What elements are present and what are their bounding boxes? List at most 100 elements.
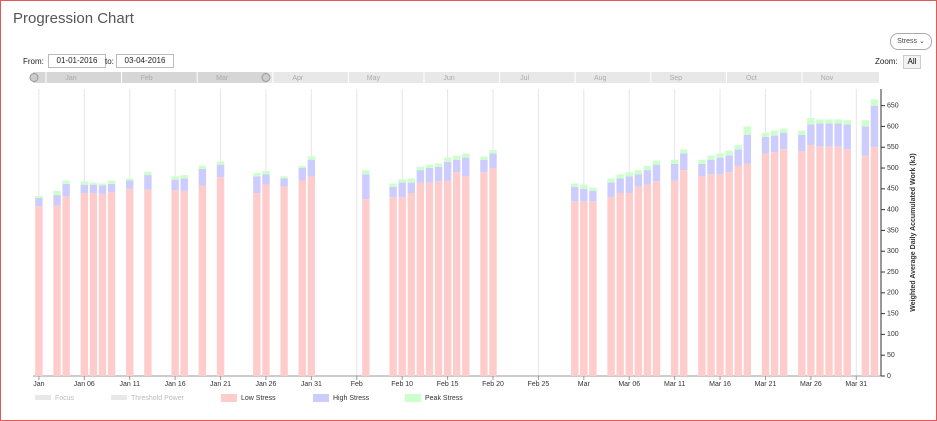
x-tick-label: Mar 26 (800, 381, 822, 388)
bar-segment (716, 157, 724, 175)
bar-segment (870, 147, 879, 376)
bar-segment (89, 182, 98, 185)
x-tick-label: Jan 21 (210, 381, 231, 388)
from-input[interactable]: 01-01-2016 (48, 54, 106, 68)
bar-segment (198, 165, 207, 169)
bar-segment (607, 197, 615, 376)
bar-segment (807, 118, 815, 125)
bar-segment (398, 197, 406, 376)
nav-label: Aug (594, 75, 607, 82)
bar-segment (634, 186, 643, 376)
bar-segment (607, 182, 615, 198)
bar-segment (216, 161, 225, 165)
bar-segment (807, 124, 815, 146)
bar-segment (62, 183, 70, 197)
x-tick-label: Jan 26 (255, 381, 276, 388)
x-tick-label: Jan (33, 381, 44, 388)
bar-segment (107, 183, 116, 193)
y-axis-label: Weighted Average Daily Accumulated Work … (910, 153, 917, 311)
y-tick-label: 650 (887, 102, 899, 109)
bar-segment (680, 149, 688, 154)
bar-segment (834, 146, 842, 376)
navigator-handle[interactable] (29, 73, 39, 82)
bar-segment (816, 119, 824, 124)
zoom-button[interactable]: All (903, 55, 921, 69)
bar-segment (770, 130, 779, 136)
bar-segment (580, 184, 588, 189)
bar-segment (407, 178, 415, 183)
legend-text: Threshold Power (131, 395, 185, 402)
bar-segment (452, 155, 461, 160)
nav-label: Feb (141, 75, 153, 82)
bar-segment (452, 172, 461, 376)
bar-segment (743, 163, 752, 376)
legend-swatch (405, 394, 421, 402)
bar-segment (180, 175, 188, 179)
bar-segment (761, 136, 770, 154)
bar-segment (725, 155, 733, 173)
bar-segment (407, 182, 415, 193)
y-tick-label: 50 (887, 352, 895, 359)
bar-segment (180, 178, 188, 191)
bar-segment (416, 166, 425, 171)
navigator-handle[interactable] (261, 73, 271, 82)
stress-menu[interactable]: Stress ⌄ (890, 33, 932, 50)
legend-text: Focus (55, 395, 75, 402)
bar-segment (734, 145, 742, 150)
y-tick-label: 550 (887, 144, 899, 151)
bar-segment (670, 159, 679, 164)
bar-segment (89, 184, 98, 193)
bar-segment (398, 182, 406, 198)
y-tick-label: 300 (887, 248, 899, 255)
bar-segment (80, 192, 89, 376)
bar-segment (843, 120, 851, 125)
to-input[interactable]: 03-04-2016 (116, 54, 174, 68)
bar-segment (779, 128, 788, 133)
bar-segment (861, 126, 870, 156)
bar-segment (734, 165, 742, 376)
y-tick-label: 400 (887, 206, 899, 213)
bar-segment (416, 182, 425, 376)
bar-segment (35, 197, 43, 207)
bar-segment (825, 123, 833, 147)
bar-segment (571, 186, 579, 202)
bar-segment (425, 164, 434, 169)
bar-segment (480, 159, 488, 173)
bar-segment (62, 196, 70, 376)
legend-swatch (221, 394, 237, 402)
bar-segment (652, 181, 661, 376)
bar-segment (144, 189, 152, 376)
bar-segment (870, 99, 879, 106)
bar-segment (643, 170, 652, 185)
bar-segment (298, 165, 306, 169)
x-tick-label: Jan 06 (74, 381, 95, 388)
x-tick-label: Mar 21 (755, 381, 777, 388)
bar-segment (761, 153, 770, 376)
bar-segment (798, 134, 806, 152)
zoom-label: Zoom: (875, 57, 898, 66)
bar-segment (262, 170, 270, 175)
bar-segment (616, 192, 624, 376)
y-tick-label: 250 (887, 269, 899, 276)
legend-text: Low Stress (241, 395, 276, 402)
bar-segment (643, 165, 652, 171)
bar-segment (107, 192, 116, 376)
bar-segment (843, 149, 851, 376)
bar-segment (198, 168, 207, 186)
bar-segment (171, 176, 179, 180)
bar-segment (98, 185, 107, 194)
bar-segment (180, 190, 188, 376)
bar-segment (362, 174, 370, 200)
y-tick-label: 200 (887, 290, 899, 297)
bar-segment (616, 174, 624, 179)
bar-segment (870, 105, 879, 148)
bar-segment (126, 180, 134, 189)
nav-label: Oct (746, 75, 757, 82)
bar-segment (398, 179, 406, 183)
bar-segment (425, 182, 434, 376)
bar-segment (462, 153, 470, 158)
bar-segment (389, 183, 397, 187)
bar-segment (452, 159, 461, 173)
bar-segment (580, 201, 588, 376)
